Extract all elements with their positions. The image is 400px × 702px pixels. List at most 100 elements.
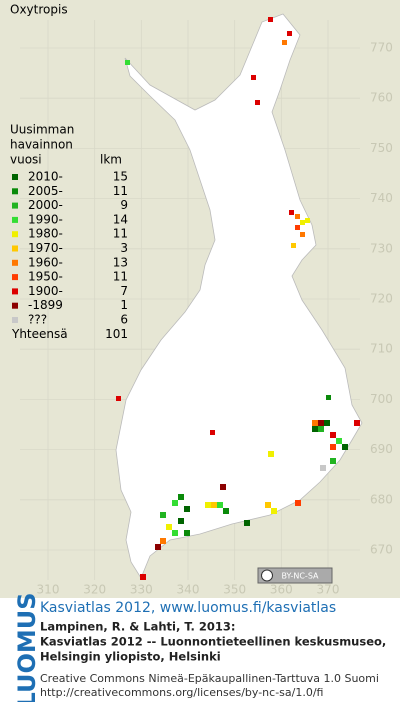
y-tick-label: 750 (370, 141, 393, 155)
citation-line: Kasviatlas 2012 -- Luonnontieteellinen k… (40, 635, 386, 649)
occurrence-square (184, 506, 190, 512)
occurrence-square (211, 502, 217, 508)
legend-count: 11 (113, 184, 128, 198)
legend-count: 9 (120, 198, 128, 212)
occurrence-square (295, 214, 300, 219)
y-tick-label: 730 (370, 241, 393, 255)
legend-label: 2000- (28, 198, 63, 212)
legend-label: 2005- (28, 184, 63, 198)
x-tick-label: 370 (317, 583, 340, 597)
x-tick-label: 320 (83, 583, 106, 597)
legend-total-count: 101 (105, 327, 128, 341)
legend-label: 1900- (28, 284, 63, 298)
occurrence-square (271, 508, 277, 514)
occurrence-square (268, 17, 273, 22)
legend-count: 14 (113, 212, 128, 226)
occurrence-square (172, 500, 178, 506)
occurrence-square (217, 502, 223, 508)
y-tick-label: 760 (370, 91, 393, 105)
occurrence-square (300, 220, 305, 225)
occurrence-square (330, 432, 336, 438)
occurrence-square (342, 444, 348, 450)
legend-swatch (12, 288, 18, 295)
occurrence-square (223, 508, 229, 514)
y-tick-label: 670 (370, 543, 393, 557)
occurrence-square (287, 31, 292, 36)
y-tick-label: 740 (370, 191, 393, 205)
legend-count: 11 (113, 270, 128, 284)
occurrence-square (305, 218, 310, 223)
license-badge: BY-NC-SA (257, 567, 333, 584)
legend-label: -1899 (28, 298, 63, 312)
occurrence-square (125, 60, 130, 65)
occurrence-square (324, 420, 330, 426)
occurrence-square (295, 225, 300, 230)
occurrence-squares (116, 17, 360, 580)
x-tick-label: 310 (37, 583, 60, 597)
y-tick-label: 680 (370, 492, 393, 506)
occurrence-square (318, 420, 324, 426)
legend-total-label: Yhteensä (11, 327, 68, 341)
legend-label: ??? (28, 313, 47, 327)
occurrence-square (205, 502, 211, 508)
legend-label: 2010- (28, 170, 63, 184)
y-tick-label: 710 (370, 342, 393, 356)
legend-label: 1970- (28, 241, 63, 255)
occurrence-square (289, 210, 294, 215)
occurrence-square (312, 426, 318, 432)
occurrence-square (291, 243, 296, 248)
occurrence-square (160, 512, 166, 518)
logo: LUOMUS (13, 593, 41, 702)
legend-label: 1950- (28, 270, 63, 284)
occurrence-square (251, 75, 256, 80)
legend-swatch (12, 259, 18, 266)
legend-swatch (12, 174, 18, 180)
y-tick-label: 720 (370, 292, 393, 306)
occurrence-square (178, 494, 184, 500)
legend-count: 15 (113, 170, 128, 184)
occurrence-square (330, 458, 336, 464)
license-line: http://creativecommons.org/licenses/by-n… (40, 686, 323, 699)
occurrence-square (116, 396, 121, 401)
occurrence-square (255, 100, 260, 105)
occurrence-square (184, 530, 190, 536)
occurrence-square (295, 500, 301, 506)
x-tick-label: 330 (130, 583, 153, 597)
occurrence-square (265, 502, 271, 508)
legend-swatch (12, 216, 18, 223)
citation-line: Lampinen, R. & Lahti, T. 2013: (40, 620, 235, 634)
legend-label: 1980- (28, 227, 63, 241)
occurrence-square (155, 544, 161, 550)
badge-box (257, 567, 333, 584)
legend-swatch (12, 274, 18, 281)
occurrence-square (318, 426, 324, 432)
legend-swatch (12, 245, 18, 252)
legend-heading: havainnon (10, 138, 73, 152)
legend-swatch (12, 317, 18, 323)
legend-heading: Uusimman (10, 123, 74, 137)
occurrence-square (210, 430, 215, 435)
occurrence-square (300, 232, 305, 237)
occurrence-square (160, 538, 166, 544)
badge-text: BY-NC-SA (281, 572, 319, 581)
occurrence-square (354, 420, 360, 426)
occurrence-square (166, 524, 172, 530)
cc-icon (261, 569, 273, 582)
occurrence-square (268, 451, 274, 457)
legend-count: 13 (113, 255, 128, 269)
legend-count-header: lkm (100, 153, 122, 167)
map-title: Oxytropis (10, 3, 68, 17)
y-tick-label: 690 (370, 442, 393, 456)
legend-label: 1990- (28, 212, 63, 226)
license-line: Creative Commons Nimeä-Epäkaupallinen-Ta… (40, 672, 379, 685)
occurrence-square (282, 40, 287, 45)
x-tick-label: 340 (177, 583, 200, 597)
legend-count: 1 (120, 298, 128, 312)
x-tick-label: 350 (223, 583, 246, 597)
y-tick-label: 700 (370, 392, 393, 406)
legend-swatch (12, 202, 18, 209)
legend-label: 1960- (28, 255, 63, 269)
legend-count: 11 (113, 227, 128, 241)
citation-line: Helsingin yliopisto, Helsinki (40, 650, 221, 664)
